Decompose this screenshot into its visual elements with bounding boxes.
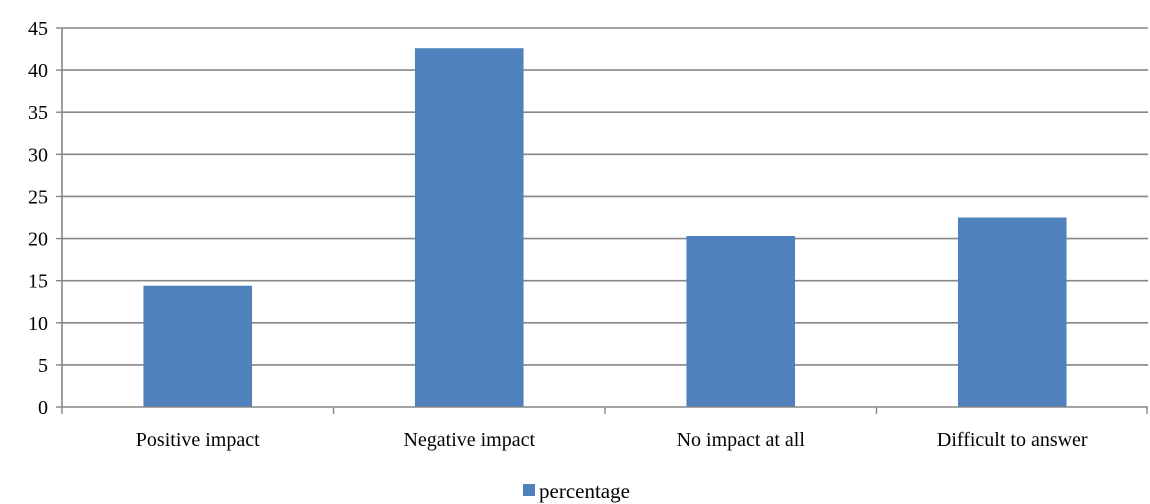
legend: percentage: [523, 479, 630, 503]
y-tick-label: 40: [28, 60, 48, 82]
y-axis: 0 5 10 15 20 25 30 35 40 45: [28, 18, 63, 419]
x-category-label: Negative impact: [403, 429, 535, 451]
y-tick-label: 30: [28, 144, 48, 166]
bar-difficult-to-answer: [957, 217, 1067, 407]
x-axis: Positive impact Negative impact No impact …: [61, 406, 1148, 451]
y-tick-label: 5: [38, 355, 48, 377]
bar-negative-impact: [414, 48, 524, 408]
bar-positive-impact: [143, 285, 253, 407]
y-tick-label: 15: [28, 271, 48, 293]
y-tick-label: 25: [28, 186, 48, 208]
y-tick-label: 45: [28, 18, 48, 40]
bar-no-impact-at-all: [686, 236, 796, 407]
y-tick-label: 20: [28, 229, 48, 251]
legend-label-percentage: percentage: [539, 479, 630, 503]
y-tick-label: 10: [28, 313, 48, 335]
x-category-label: Difficult to answer: [937, 429, 1088, 451]
y-tick-label: 35: [28, 102, 48, 124]
bars: [143, 48, 1067, 408]
x-category-label: Positive impact: [136, 429, 260, 451]
x-category-label: No impact at all: [677, 429, 806, 451]
legend-swatch: [523, 484, 535, 496]
y-tick-label: 0: [38, 397, 48, 419]
